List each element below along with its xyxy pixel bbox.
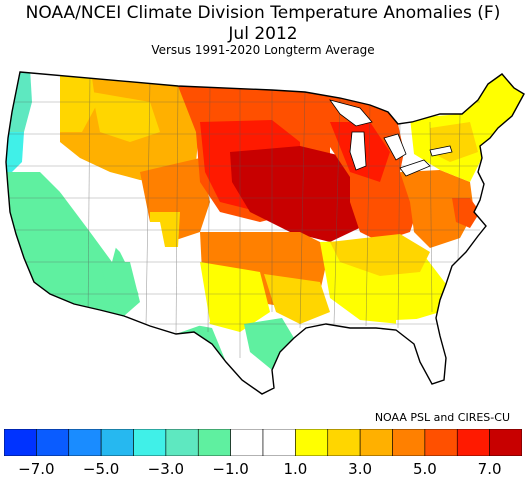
- lake-ontario: [429, 145, 453, 157]
- colorbar-swatch: [36, 429, 70, 456]
- colorbar-swatch: [262, 429, 296, 456]
- colorbar-swatch: [456, 429, 490, 456]
- colorbar-tick-label: −7.0: [18, 460, 55, 478]
- colorbar-swatch: [197, 429, 231, 456]
- colorbar-tick-label: 1.0: [283, 460, 308, 478]
- region-south-texas: [244, 318, 294, 370]
- colorbar-swatch: [100, 429, 134, 456]
- us-anomaly-map: [0, 62, 526, 402]
- colorbar-swatch: [424, 429, 458, 456]
- colorbar-tick-label: −5.0: [82, 460, 120, 478]
- colorbar-legend: [4, 429, 522, 456]
- colorbar-tick-label: −1.0: [212, 460, 249, 478]
- us-map-svg: [0, 62, 526, 402]
- region-idaho-montana-west: [92, 92, 160, 142]
- colorbar-tick-label: 7.0: [477, 460, 502, 478]
- lake-superior: [329, 99, 373, 127]
- division-boundary: [365, 104, 371, 327]
- colorbar-swatch: [489, 429, 522, 456]
- division-boundary: [299, 91, 306, 329]
- colorbar-svg: [4, 429, 522, 456]
- division-boundary: [429, 121, 433, 313]
- data-credit: NOAA PSL and CIRES-CU: [374, 411, 510, 424]
- region-oregon-coast: [6, 132, 24, 174]
- region-north-texas: [196, 262, 270, 332]
- lake-michigan: [349, 131, 367, 171]
- map-period: Jul 2012: [228, 24, 298, 44]
- colorbar-swatch: [133, 429, 167, 456]
- division-boundary: [145, 79, 151, 327]
- region-nevada-north: [60, 188, 120, 262]
- colorbar-swatch: [230, 429, 264, 456]
- colorbar-swatch: [359, 429, 393, 456]
- colorbar-swatch: [165, 429, 199, 456]
- division-boundary: [87, 72, 91, 323]
- map-title: NOAA/NCEI Climate Division Temperature A…: [25, 3, 501, 23]
- region-mid-atlantic: [400, 170, 474, 248]
- division-boundary: [175, 85, 179, 335]
- map-baseline: Versus 1991-2020 Longterm Average: [151, 43, 375, 57]
- colorbar-tick-label: 3.0: [348, 460, 373, 478]
- region-florida: [396, 318, 446, 384]
- colorbar-tick-label: 5.0: [412, 460, 437, 478]
- region-arizona-south: [100, 262, 140, 316]
- colorbar-swatch: [68, 429, 102, 456]
- region-new-mexico: [160, 262, 210, 334]
- region-ohio-valley: [350, 162, 420, 242]
- colorbar-swatch: [295, 429, 329, 456]
- region-core-max: [230, 146, 380, 242]
- colorbar-swatch: [4, 429, 37, 456]
- division-boundary: [333, 97, 341, 325]
- colorbar-swatch: [327, 429, 361, 456]
- region-central-texas: [264, 274, 330, 324]
- division-boundary: [457, 113, 461, 263]
- division-boundary: [207, 87, 211, 333]
- lake-erie: [399, 159, 431, 177]
- colorbar-swatch: [392, 429, 426, 456]
- lake-huron: [383, 133, 407, 161]
- colorbar-tick-label: −3.0: [147, 460, 185, 478]
- region-tennessee-carolinas: [330, 234, 430, 276]
